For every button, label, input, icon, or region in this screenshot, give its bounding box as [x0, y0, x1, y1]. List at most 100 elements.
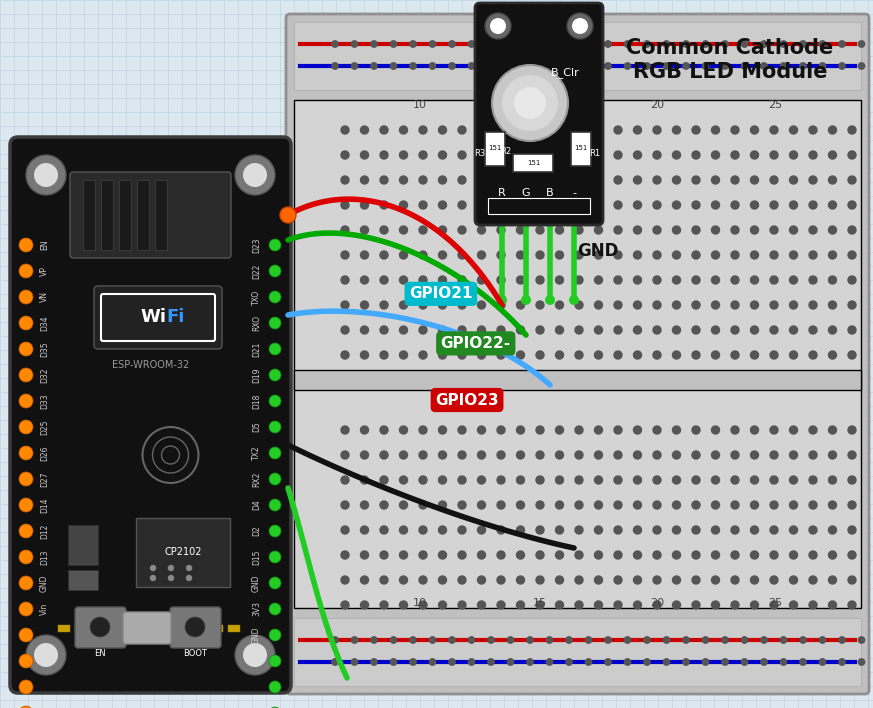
Text: TX2: TX2	[252, 446, 261, 460]
Text: B: B	[546, 188, 553, 198]
Circle shape	[848, 551, 856, 559]
Circle shape	[614, 451, 622, 459]
Circle shape	[269, 369, 281, 381]
Circle shape	[572, 18, 588, 34]
Circle shape	[760, 659, 767, 666]
FancyBboxPatch shape	[294, 618, 861, 686]
Circle shape	[187, 566, 191, 571]
Circle shape	[722, 659, 728, 666]
Circle shape	[400, 576, 408, 584]
Circle shape	[751, 251, 759, 259]
Circle shape	[438, 501, 446, 509]
Circle shape	[672, 476, 680, 484]
Circle shape	[19, 368, 33, 382]
Circle shape	[731, 326, 739, 334]
Circle shape	[458, 326, 466, 334]
Circle shape	[419, 276, 427, 284]
Text: D2: D2	[252, 525, 261, 537]
Circle shape	[731, 251, 739, 259]
Circle shape	[438, 301, 446, 309]
Circle shape	[848, 151, 856, 159]
Circle shape	[770, 576, 778, 584]
Circle shape	[575, 576, 583, 584]
Circle shape	[828, 576, 836, 584]
Circle shape	[361, 351, 368, 359]
Text: Fi: Fi	[167, 309, 185, 326]
Circle shape	[614, 351, 622, 359]
Circle shape	[371, 63, 377, 69]
Circle shape	[438, 451, 446, 459]
Circle shape	[517, 276, 525, 284]
Circle shape	[458, 601, 466, 609]
Circle shape	[361, 201, 368, 209]
Circle shape	[692, 201, 700, 209]
Circle shape	[438, 551, 446, 559]
Circle shape	[478, 201, 485, 209]
Circle shape	[585, 636, 592, 643]
Circle shape	[634, 526, 642, 534]
Circle shape	[605, 41, 611, 47]
Circle shape	[848, 576, 856, 584]
Circle shape	[497, 201, 505, 209]
Circle shape	[526, 41, 533, 47]
Circle shape	[185, 617, 205, 637]
Circle shape	[634, 226, 642, 234]
Circle shape	[400, 526, 408, 534]
Text: GND: GND	[252, 574, 261, 592]
Circle shape	[653, 351, 661, 359]
Circle shape	[731, 226, 739, 234]
Circle shape	[536, 501, 544, 509]
Circle shape	[546, 63, 553, 69]
Circle shape	[400, 351, 408, 359]
Circle shape	[634, 601, 642, 609]
Circle shape	[497, 551, 505, 559]
Circle shape	[672, 151, 680, 159]
Circle shape	[741, 636, 747, 643]
Circle shape	[692, 426, 700, 434]
FancyBboxPatch shape	[170, 607, 221, 648]
Circle shape	[269, 707, 281, 708]
Circle shape	[419, 501, 427, 509]
Circle shape	[614, 576, 622, 584]
Circle shape	[536, 601, 544, 609]
Circle shape	[809, 126, 817, 134]
Circle shape	[449, 63, 455, 69]
Circle shape	[497, 326, 505, 334]
Circle shape	[702, 63, 709, 69]
Circle shape	[341, 126, 349, 134]
Circle shape	[828, 126, 836, 134]
Circle shape	[468, 41, 475, 47]
Circle shape	[400, 601, 408, 609]
Circle shape	[702, 659, 709, 666]
Circle shape	[19, 576, 33, 590]
Circle shape	[409, 63, 416, 69]
Circle shape	[269, 343, 281, 355]
Circle shape	[624, 659, 630, 666]
Text: D12: D12	[40, 523, 49, 539]
Text: D35: D35	[40, 341, 49, 357]
Circle shape	[517, 326, 525, 334]
Circle shape	[751, 176, 759, 184]
Text: 3V3: 3V3	[252, 602, 261, 617]
Circle shape	[269, 421, 281, 433]
Circle shape	[361, 451, 368, 459]
Circle shape	[438, 601, 446, 609]
Circle shape	[419, 351, 427, 359]
Circle shape	[492, 65, 568, 141]
Circle shape	[672, 551, 680, 559]
Circle shape	[731, 426, 739, 434]
Circle shape	[380, 501, 388, 509]
Circle shape	[653, 501, 661, 509]
Circle shape	[634, 426, 642, 434]
Circle shape	[517, 126, 525, 134]
Circle shape	[478, 426, 485, 434]
Circle shape	[692, 451, 700, 459]
Circle shape	[400, 301, 408, 309]
Circle shape	[507, 41, 513, 47]
Circle shape	[536, 426, 544, 434]
Circle shape	[419, 151, 427, 159]
Circle shape	[438, 326, 446, 334]
Circle shape	[19, 238, 33, 252]
Circle shape	[409, 659, 416, 666]
Circle shape	[341, 526, 349, 534]
